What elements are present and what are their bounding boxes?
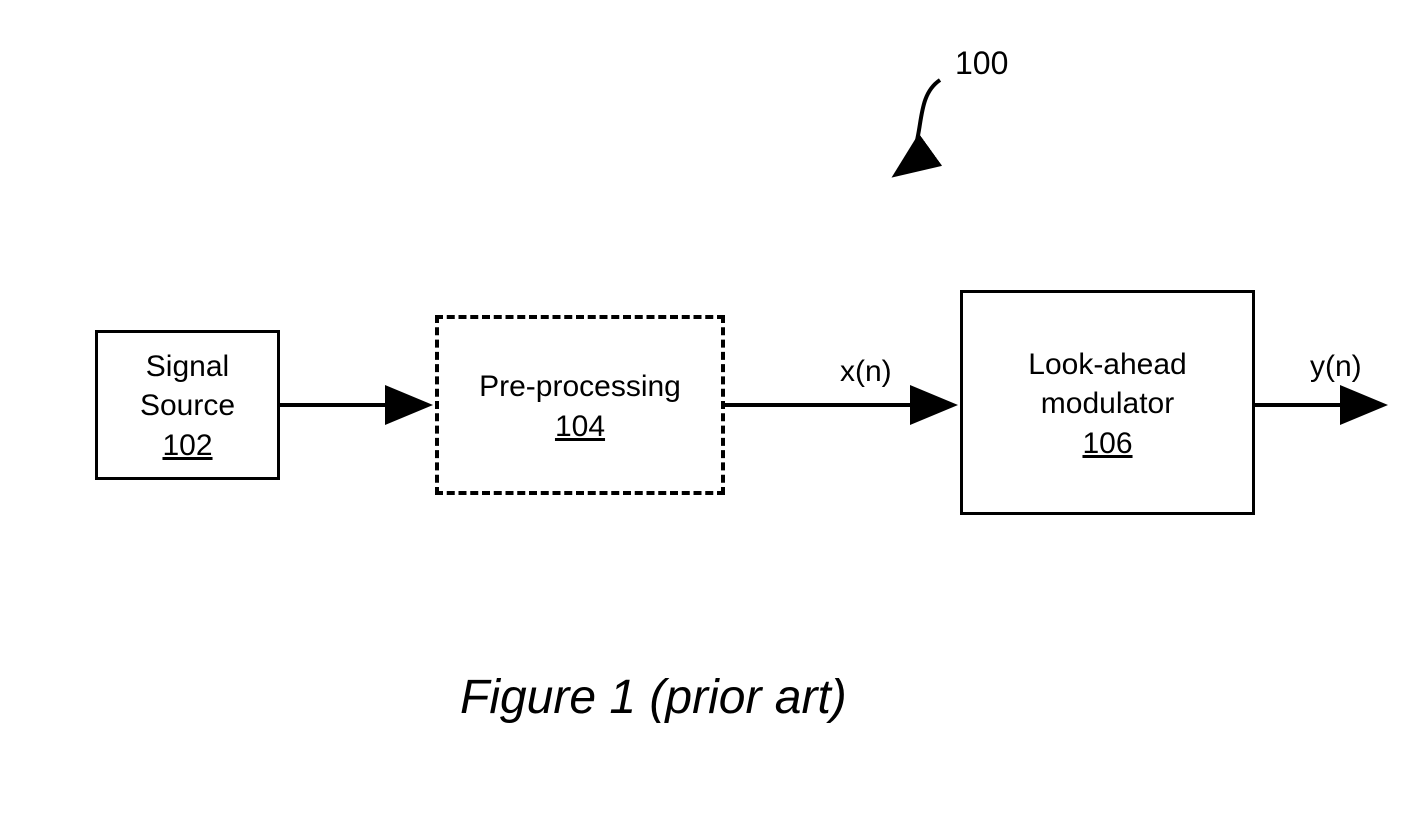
block-modulator-number: 106 <box>1082 427 1132 461</box>
block-signal-source-number: 102 <box>162 429 212 463</box>
ref-pointer-curve <box>898 80 940 173</box>
block-preprocessing: Pre-processing 104 <box>435 315 725 495</box>
block-modulator-label: Look-ahead modulator <box>1028 345 1186 423</box>
edge-label-yn: y(n) <box>1310 350 1362 384</box>
ref-number-label: 100 <box>955 45 1008 82</box>
block-modulator: Look-ahead modulator 106 <box>960 290 1255 515</box>
block-preprocessing-number: 104 <box>555 410 605 444</box>
block-preprocessing-label: Pre-processing <box>479 367 681 406</box>
block-diagram: Signal Source 102 Pre-processing 104 Loo… <box>0 0 1419 822</box>
figure-caption: Figure 1 (prior art) <box>460 670 847 725</box>
label-text: Signal Source <box>140 350 235 422</box>
block-signal-source: Signal Source 102 <box>95 330 280 480</box>
label-text: Look-ahead modulator <box>1028 348 1186 420</box>
block-signal-source-label: Signal Source <box>140 347 235 425</box>
edge-label-xn: x(n) <box>840 355 892 389</box>
